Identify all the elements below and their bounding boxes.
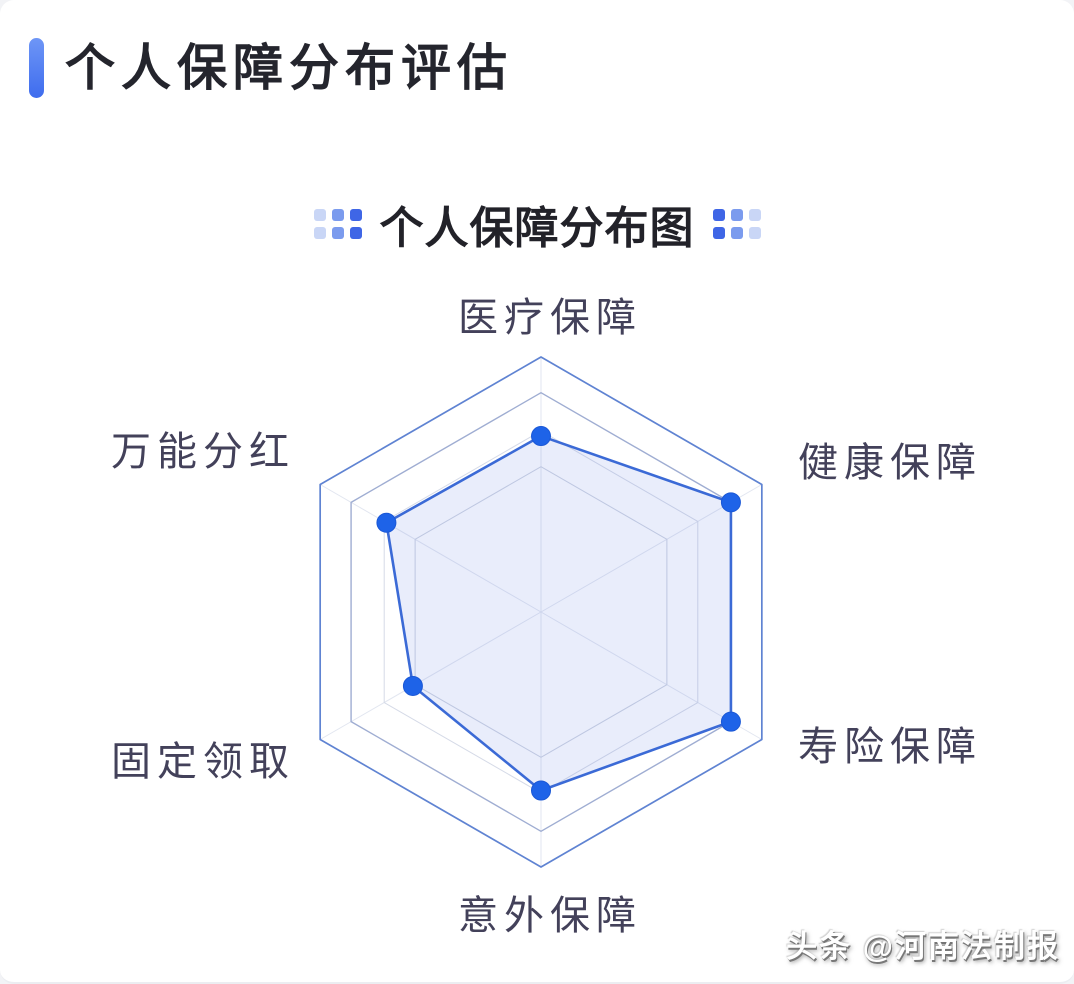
- axis-label-medical: 医疗保障: [458, 296, 642, 340]
- axis-label-fixed-withdrawal: 固定领取: [111, 740, 295, 784]
- section-header: 个人保障分布评估: [29, 38, 513, 98]
- accent-bar-icon: [29, 38, 44, 98]
- radar-data-point: [531, 426, 551, 447]
- dot-grid-right-icon: [712, 209, 761, 239]
- dot-square-icon: [349, 227, 362, 239]
- radar-series-area: [385, 434, 733, 792]
- dot-square-icon: [748, 209, 761, 221]
- radar-spoke: [319, 484, 542, 613]
- radar-grid-ring: [414, 466, 668, 758]
- dot-square-icon: [331, 209, 344, 221]
- dot-square-icon: [730, 209, 743, 221]
- radar-data-point: [720, 711, 741, 732]
- dot-square-icon: [712, 209, 725, 221]
- axis-label-health: 健康保障: [798, 441, 982, 485]
- chart-title-row: 个人保障分布图: [0, 192, 1074, 256]
- dot-square-icon: [730, 227, 743, 239]
- dot-square-icon: [313, 209, 326, 221]
- dot-square-icon: [748, 227, 761, 239]
- dot-square-icon: [331, 227, 344, 239]
- radar-data-point: [402, 675, 423, 696]
- dot-square-icon: [349, 209, 362, 221]
- dot-grid-left-icon: [313, 209, 362, 239]
- axis-label-accident: 意外保障: [458, 894, 642, 938]
- watermark: 头条 @河南法制报: [786, 929, 1060, 964]
- radar-data-point: [720, 492, 741, 513]
- radar-grid-ring: [319, 356, 763, 868]
- radar-data-point: [376, 512, 397, 533]
- dot-square-icon: [712, 227, 725, 239]
- section-title: 个人保障分布评估: [65, 39, 513, 96]
- axis-label-universal-dividend: 万能分红: [111, 430, 295, 474]
- dot-square-icon: [313, 227, 326, 239]
- chart-title: 个人保障分布图: [379, 204, 695, 253]
- radar-data-point: [531, 780, 551, 801]
- radar-spoke: [319, 611, 542, 740]
- axis-label-life-insurance: 寿险保障: [798, 725, 982, 769]
